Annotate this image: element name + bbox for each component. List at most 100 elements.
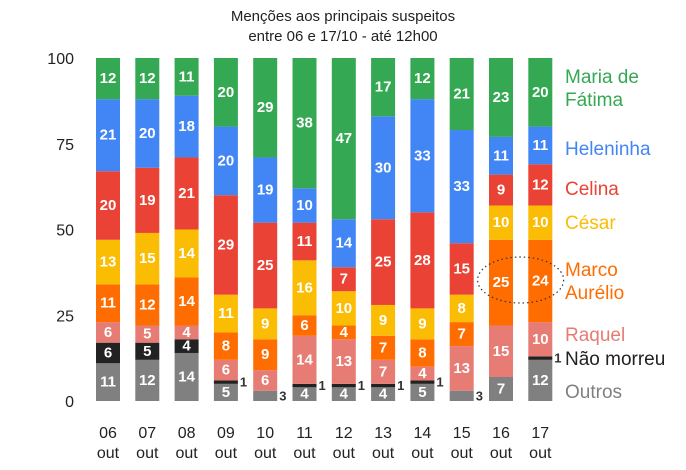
data-label: 7 bbox=[458, 326, 466, 343]
legend-entry: Marco bbox=[565, 260, 618, 281]
data-label: 17 bbox=[375, 79, 392, 96]
x-tick-label: out bbox=[97, 445, 120, 462]
bar-segment bbox=[292, 315, 317, 336]
data-label: 5 bbox=[143, 343, 151, 360]
data-label: 5 bbox=[222, 384, 230, 401]
data-label: 7 bbox=[340, 271, 348, 288]
x-tick-label: 13 bbox=[374, 425, 392, 442]
data-label: 15 bbox=[493, 343, 510, 360]
bar-segment bbox=[371, 58, 396, 117]
data-label: 11 bbox=[100, 295, 116, 312]
data-label: 16 bbox=[296, 279, 313, 296]
bar-segment bbox=[371, 335, 396, 360]
bar-segment bbox=[213, 359, 238, 381]
data-label: 13 bbox=[100, 254, 117, 271]
bar-segment bbox=[292, 222, 317, 261]
y-tick-label: 25 bbox=[56, 308, 74, 325]
legend-entry: César bbox=[565, 213, 616, 234]
data-label: 28 bbox=[414, 252, 431, 269]
data-label: 14 bbox=[178, 245, 195, 262]
bar-segment bbox=[292, 335, 317, 384]
bar-segment bbox=[331, 291, 356, 326]
data-label: 9 bbox=[418, 315, 426, 332]
bar-segment bbox=[528, 164, 553, 206]
data-label: 9 bbox=[497, 182, 505, 199]
data-label: 9 bbox=[261, 346, 269, 363]
bar-segment bbox=[410, 380, 435, 384]
data-label: 3 bbox=[279, 388, 286, 403]
bar-segment bbox=[449, 390, 474, 401]
bar-segment bbox=[292, 188, 317, 223]
data-label: 7 bbox=[497, 380, 505, 397]
bar-segment bbox=[410, 383, 435, 401]
bar-segment bbox=[135, 359, 160, 401]
legend-entry: Heleninha bbox=[565, 139, 651, 160]
bar-segment bbox=[410, 58, 435, 100]
bar-segment bbox=[135, 342, 160, 360]
chart-title: Menções aos principais suspeitos bbox=[230, 8, 456, 25]
bar-segment bbox=[371, 219, 396, 305]
data-label: 6 bbox=[261, 372, 269, 389]
x-tick-label: out bbox=[451, 445, 474, 462]
bar-segment bbox=[292, 387, 317, 401]
data-label: 29 bbox=[218, 236, 235, 253]
bar-segment bbox=[528, 356, 553, 360]
data-label: 14 bbox=[335, 235, 352, 252]
data-label: 4 bbox=[340, 324, 349, 341]
bar-segment bbox=[253, 222, 278, 309]
data-label: 10 bbox=[532, 214, 549, 231]
data-label: 25 bbox=[257, 257, 274, 274]
data-label: 20 bbox=[218, 152, 235, 169]
x-tick-label: 08 bbox=[178, 425, 196, 442]
data-label: 7 bbox=[379, 363, 387, 380]
data-label: 24 bbox=[532, 272, 549, 289]
bar-segment bbox=[292, 260, 317, 316]
bar-segment bbox=[96, 342, 120, 364]
data-label: 20 bbox=[218, 84, 235, 101]
bar-segment bbox=[489, 325, 513, 377]
data-label: 30 bbox=[375, 159, 392, 176]
bar-segment bbox=[331, 383, 356, 388]
x-tick-label: out bbox=[372, 445, 395, 462]
data-label: 1 bbox=[397, 378, 404, 393]
bar-segment bbox=[449, 294, 474, 323]
data-label: 12 bbox=[414, 70, 431, 87]
data-label: 15 bbox=[139, 250, 156, 267]
data-label: 38 bbox=[296, 115, 313, 132]
x-tick-label: 06 bbox=[99, 425, 117, 442]
data-label: 1 bbox=[319, 378, 326, 393]
bar-segment bbox=[174, 277, 199, 326]
data-label: 47 bbox=[335, 130, 352, 147]
legend-entry: Celina bbox=[565, 179, 619, 200]
bar-segment bbox=[449, 130, 474, 244]
bar-segment bbox=[96, 58, 120, 100]
bar-segment bbox=[489, 174, 513, 206]
bar-segment bbox=[174, 325, 199, 340]
y-tick-label: 0 bbox=[65, 394, 74, 411]
y-tick-label: 75 bbox=[56, 137, 74, 154]
data-label: 10 bbox=[335, 300, 352, 317]
legend-entry: Outros bbox=[565, 382, 622, 403]
legend-entry: Aurélio bbox=[565, 283, 624, 304]
bar-segment bbox=[410, 99, 435, 213]
data-label: 10 bbox=[532, 331, 549, 348]
data-label: 4 bbox=[379, 386, 388, 403]
data-label: 25 bbox=[493, 274, 510, 291]
bar-segment bbox=[174, 58, 199, 96]
data-label: 5 bbox=[418, 384, 426, 401]
bar-segment bbox=[213, 195, 238, 295]
data-label: 8 bbox=[222, 338, 230, 355]
legend-entry: Fátima bbox=[565, 90, 624, 111]
data-label: 12 bbox=[139, 70, 156, 87]
bar-segment bbox=[371, 359, 396, 384]
data-label: 4 bbox=[182, 338, 191, 355]
y-tick-label: 100 bbox=[47, 51, 74, 68]
bar-segment bbox=[292, 383, 317, 388]
bar-segment bbox=[449, 322, 474, 347]
bar-segment bbox=[135, 232, 160, 285]
bar-segment bbox=[174, 229, 199, 278]
data-label: 1 bbox=[358, 378, 365, 393]
bar-segment bbox=[135, 325, 160, 343]
